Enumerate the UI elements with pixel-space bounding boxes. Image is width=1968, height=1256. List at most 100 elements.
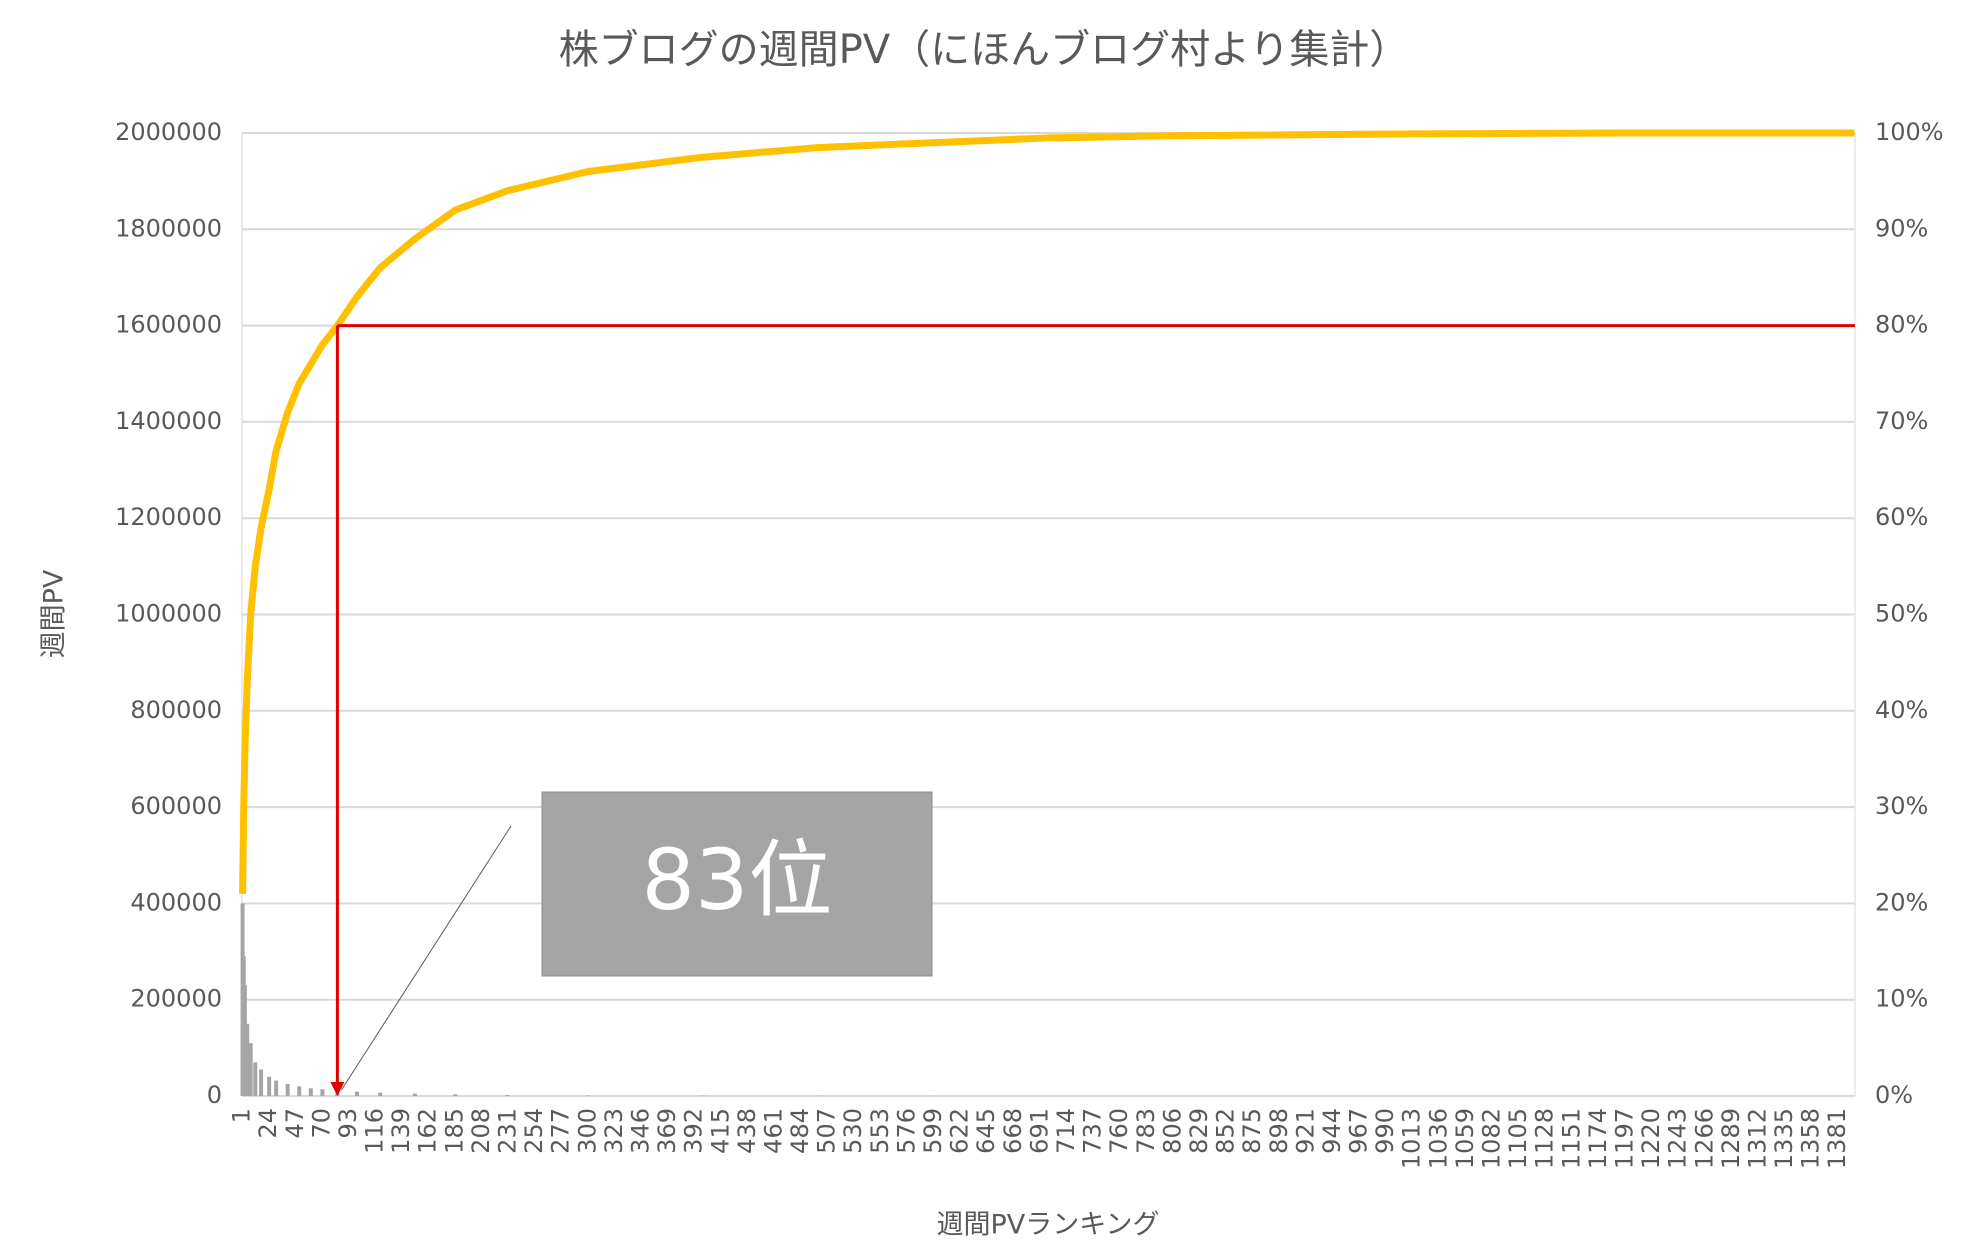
bar xyxy=(253,1062,257,1096)
bar xyxy=(286,1084,290,1096)
x-tick-label: 24 xyxy=(254,1108,282,1139)
x-tick-label: 484 xyxy=(786,1108,814,1154)
x-tick-label: 208 xyxy=(467,1108,495,1154)
x-tick-label: 553 xyxy=(866,1108,894,1154)
annotation-label: 83位 xyxy=(642,831,833,929)
x-tick-label: 1013 xyxy=(1398,1108,1426,1169)
x-tick-label: 300 xyxy=(573,1108,601,1154)
x-tick-label: 967 xyxy=(1345,1108,1373,1154)
y2-tick-label: 100% xyxy=(1875,118,1944,146)
x-tick-label: 1197 xyxy=(1610,1108,1638,1169)
x-tick-label: 944 xyxy=(1318,1108,1346,1154)
x-tick-label: 1266 xyxy=(1690,1108,1718,1169)
x-tick-label: 254 xyxy=(520,1108,548,1154)
bar xyxy=(297,1086,301,1096)
y-tick-label: 0 xyxy=(207,1081,222,1109)
x-tick-label: 1335 xyxy=(1770,1108,1798,1169)
x-tick-label: 369 xyxy=(653,1108,681,1154)
y2-tick-label: 40% xyxy=(1875,696,1928,724)
x-tick-label: 1151 xyxy=(1557,1108,1585,1169)
x-tick-label: 806 xyxy=(1158,1108,1186,1154)
x-tick-label: 1105 xyxy=(1504,1108,1532,1169)
y-tick-label: 2000000 xyxy=(115,118,222,146)
x-tick-label: 1243 xyxy=(1664,1108,1692,1169)
bar xyxy=(413,1094,417,1096)
x-tick-label: 829 xyxy=(1185,1108,1213,1154)
x-tick-label: 162 xyxy=(414,1108,442,1154)
x-tick-label: 783 xyxy=(1132,1108,1160,1154)
y2-tick-label: 70% xyxy=(1875,407,1928,435)
x-tick-label: 714 xyxy=(1052,1108,1080,1154)
x-tick-label: 461 xyxy=(759,1108,787,1154)
x-tick-label: 1381 xyxy=(1823,1108,1851,1169)
x-tick-label: 139 xyxy=(387,1108,415,1154)
y-tick-label: 1200000 xyxy=(115,503,222,531)
x-tick-label: 185 xyxy=(440,1108,468,1154)
y-tick-label: 200000 xyxy=(130,985,222,1013)
y2-tick-label: 50% xyxy=(1875,600,1928,628)
bar xyxy=(259,1070,263,1096)
x-tick-label: 1358 xyxy=(1797,1108,1825,1169)
x-tick-label: 70 xyxy=(307,1108,335,1139)
x-tick-label: 1174 xyxy=(1584,1108,1612,1169)
bar xyxy=(309,1088,313,1096)
x-tick-label: 668 xyxy=(999,1108,1027,1154)
x-tick-label: 231 xyxy=(494,1108,522,1154)
x-tick-label: 691 xyxy=(1025,1108,1053,1154)
bar xyxy=(355,1092,359,1096)
x-tick-label: 1312 xyxy=(1743,1108,1771,1169)
bar xyxy=(245,1024,249,1096)
bar xyxy=(274,1081,278,1096)
bar xyxy=(249,1043,253,1096)
chart-title: 株ブログの週間PV（にほんブログ村より集計） xyxy=(559,27,1410,73)
x-tick-label: 438 xyxy=(733,1108,761,1154)
bar xyxy=(453,1094,457,1096)
x-tick-label: 1128 xyxy=(1531,1108,1559,1169)
x-tick-label: 93 xyxy=(334,1108,362,1139)
x-tick-label: 530 xyxy=(839,1108,867,1154)
x-axis-title: 週間PVランキング xyxy=(937,1210,1160,1241)
y-tick-label: 800000 xyxy=(130,696,222,724)
x-tick-label: 116 xyxy=(361,1108,389,1154)
bar xyxy=(505,1095,509,1096)
x-tick-label: 392 xyxy=(680,1108,708,1154)
x-tick-label: 875 xyxy=(1238,1108,1266,1154)
x-tick-label: 1 xyxy=(228,1108,256,1123)
x-tick-label: 599 xyxy=(919,1108,947,1154)
y2-tick-label: 20% xyxy=(1875,888,1928,916)
x-tick-label: 760 xyxy=(1105,1108,1133,1154)
x-tick-label: 1059 xyxy=(1451,1108,1479,1169)
x-tick-label: 576 xyxy=(892,1108,920,1154)
y2-tick-label: 90% xyxy=(1875,214,1928,242)
x-tick-label: 1220 xyxy=(1637,1108,1665,1169)
y2-tick-label: 80% xyxy=(1875,311,1928,339)
y2-tick-label: 0% xyxy=(1875,1081,1913,1109)
x-tick-label: 898 xyxy=(1265,1108,1293,1154)
x-tick-label: 1289 xyxy=(1717,1108,1745,1169)
x-tick-label: 852 xyxy=(1212,1108,1240,1154)
y-axis-title: 週間PV xyxy=(39,569,70,658)
bar xyxy=(267,1077,271,1096)
bar xyxy=(320,1089,324,1096)
x-tick-label: 1036 xyxy=(1424,1108,1452,1169)
x-tick-label: 990 xyxy=(1371,1108,1399,1154)
bar xyxy=(378,1093,382,1096)
y-tick-label: 400000 xyxy=(130,888,222,916)
y-tick-label: 1400000 xyxy=(115,407,222,435)
x-tick-label: 323 xyxy=(600,1108,628,1154)
x-tick-label: 622 xyxy=(946,1108,974,1154)
x-tick-label: 507 xyxy=(813,1108,841,1154)
y-tick-label: 600000 xyxy=(130,792,222,820)
y-tick-label: 1000000 xyxy=(115,600,222,628)
x-tick-label: 47 xyxy=(281,1108,309,1139)
y-tick-label: 1600000 xyxy=(115,311,222,339)
y-tick-label: 1800000 xyxy=(115,214,222,242)
y2-tick-label: 10% xyxy=(1875,985,1928,1013)
y2-tick-label: 60% xyxy=(1875,503,1928,531)
x-tick-label: 277 xyxy=(547,1108,575,1154)
x-tick-label: 415 xyxy=(706,1108,734,1154)
x-tick-label: 737 xyxy=(1079,1108,1107,1154)
x-tick-label: 645 xyxy=(972,1108,1000,1154)
